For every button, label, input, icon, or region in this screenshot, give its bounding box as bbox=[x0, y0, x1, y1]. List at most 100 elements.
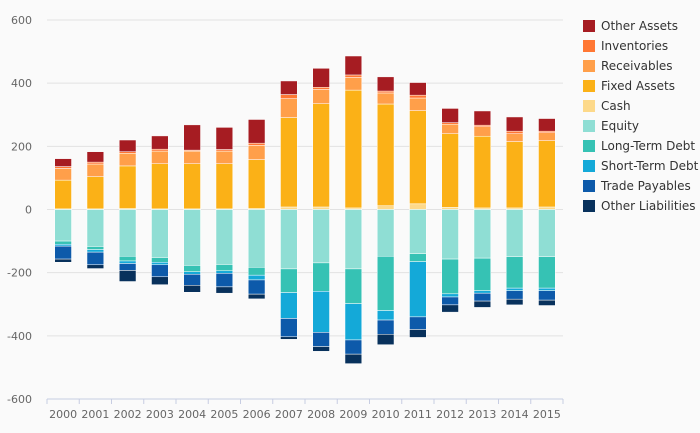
bar-segment bbox=[151, 151, 168, 164]
bar-segment bbox=[313, 263, 330, 291]
bar-segment bbox=[506, 210, 523, 257]
x-tick-label: 2012 bbox=[436, 408, 464, 421]
bar-segment bbox=[151, 210, 168, 258]
bar-segment bbox=[474, 136, 491, 208]
bar-segment bbox=[442, 305, 459, 312]
legend-item: Trade Payables bbox=[583, 176, 700, 196]
x-axis: 2000 2001 2002 2003 2004 2005 2006 2007 2008 2009… bbox=[47, 399, 563, 421]
bar-segment bbox=[151, 258, 168, 263]
bar-segment bbox=[119, 166, 136, 209]
bar-segment bbox=[216, 164, 233, 209]
bar-segment bbox=[151, 149, 168, 151]
legend-item: Short-Term Debt bbox=[583, 156, 700, 176]
x-tick-label: 2008 bbox=[307, 408, 335, 421]
bar-segment bbox=[345, 77, 362, 90]
bar-segment bbox=[119, 270, 136, 281]
bar-segment bbox=[409, 330, 426, 338]
bar-segment bbox=[87, 164, 104, 177]
bar-segment bbox=[442, 207, 459, 209]
bar-segment bbox=[409, 111, 426, 204]
legend-swatch bbox=[583, 60, 595, 72]
bar-segment bbox=[184, 210, 201, 266]
bar-segment bbox=[216, 151, 233, 164]
bar-segment bbox=[248, 267, 265, 275]
bar-segment bbox=[151, 262, 168, 265]
bar-segment bbox=[248, 294, 265, 299]
bar-segment bbox=[313, 207, 330, 210]
bar-segment bbox=[506, 257, 523, 289]
bar-segment bbox=[442, 259, 459, 294]
legend-item: Fixed Assets bbox=[583, 76, 700, 96]
legend-swatch bbox=[583, 160, 595, 172]
legend-swatch bbox=[583, 100, 595, 112]
legend-swatch bbox=[583, 120, 595, 132]
x-tick-label: 2004 bbox=[178, 408, 206, 421]
legend-item: Other Assets bbox=[583, 16, 700, 36]
bar-segment bbox=[216, 127, 233, 149]
bar-segment bbox=[248, 160, 265, 209]
bar-segment bbox=[151, 277, 168, 285]
bar-segment bbox=[151, 265, 168, 277]
bar-segment bbox=[313, 89, 330, 103]
bar-segment bbox=[377, 206, 394, 210]
legend-label: Trade Payables bbox=[601, 179, 691, 193]
bar-segment bbox=[409, 204, 426, 210]
bar-segment bbox=[119, 140, 136, 152]
x-tick-label: 2001 bbox=[81, 408, 109, 421]
bar-segment bbox=[377, 311, 394, 320]
y-tick-label: -600 bbox=[7, 393, 32, 406]
bar-segment bbox=[216, 271, 233, 274]
bar-segment bbox=[474, 258, 491, 291]
bar-segment bbox=[474, 291, 491, 294]
x-tick-label: 2014 bbox=[501, 408, 529, 421]
bar-segment bbox=[538, 300, 555, 305]
bar-segment bbox=[55, 244, 72, 246]
bar-segment bbox=[248, 275, 265, 280]
bar-segment bbox=[538, 288, 555, 291]
bar-segment bbox=[409, 98, 426, 111]
bar-segment bbox=[119, 261, 136, 264]
legend-label: Inventories bbox=[601, 39, 668, 53]
legend-label: Equity bbox=[601, 119, 639, 133]
bar-segment bbox=[55, 241, 72, 244]
bar-segment bbox=[442, 297, 459, 305]
bar-segment bbox=[280, 293, 297, 319]
x-tick-label: 2000 bbox=[49, 408, 77, 421]
bar-segment bbox=[280, 118, 297, 207]
y-tick-label: -200 bbox=[7, 267, 32, 280]
bar-segment bbox=[345, 340, 362, 354]
bar-segment bbox=[506, 288, 523, 291]
bar-segment bbox=[345, 269, 362, 304]
bar-segment bbox=[313, 87, 330, 89]
bar-segment bbox=[280, 210, 297, 269]
legend-item: Other Liabilities bbox=[583, 196, 700, 216]
bar-segment bbox=[184, 285, 201, 292]
bar-segment bbox=[313, 68, 330, 87]
bar-segment bbox=[345, 304, 362, 340]
legend-label: Cash bbox=[601, 99, 631, 113]
bar-segment bbox=[55, 246, 72, 259]
bar-segment bbox=[248, 119, 265, 143]
bar-segment bbox=[119, 264, 136, 271]
legend-item: Receivables bbox=[583, 56, 700, 76]
bar-segment bbox=[442, 108, 459, 122]
bar-segment bbox=[313, 291, 330, 332]
bar-segment bbox=[377, 77, 394, 91]
y-tick-label: 200 bbox=[11, 140, 32, 153]
bar-segment bbox=[377, 210, 394, 257]
bar-segment bbox=[151, 136, 168, 149]
x-tick-label: 2003 bbox=[146, 408, 174, 421]
bar-segment bbox=[280, 81, 297, 95]
x-tick-label: 2006 bbox=[243, 408, 271, 421]
legend-label: Long-Term Debt bbox=[601, 139, 695, 153]
bar-segment bbox=[409, 210, 426, 254]
bar-segment bbox=[280, 99, 297, 118]
bar-segment bbox=[538, 257, 555, 289]
legend-item: Cash bbox=[583, 96, 700, 116]
bar-segment bbox=[119, 153, 136, 166]
bar-segment bbox=[538, 133, 555, 141]
bar-segment bbox=[216, 264, 233, 270]
legend-item: Equity bbox=[583, 116, 700, 136]
bar-segment bbox=[345, 75, 362, 78]
bar-segment bbox=[409, 95, 426, 98]
